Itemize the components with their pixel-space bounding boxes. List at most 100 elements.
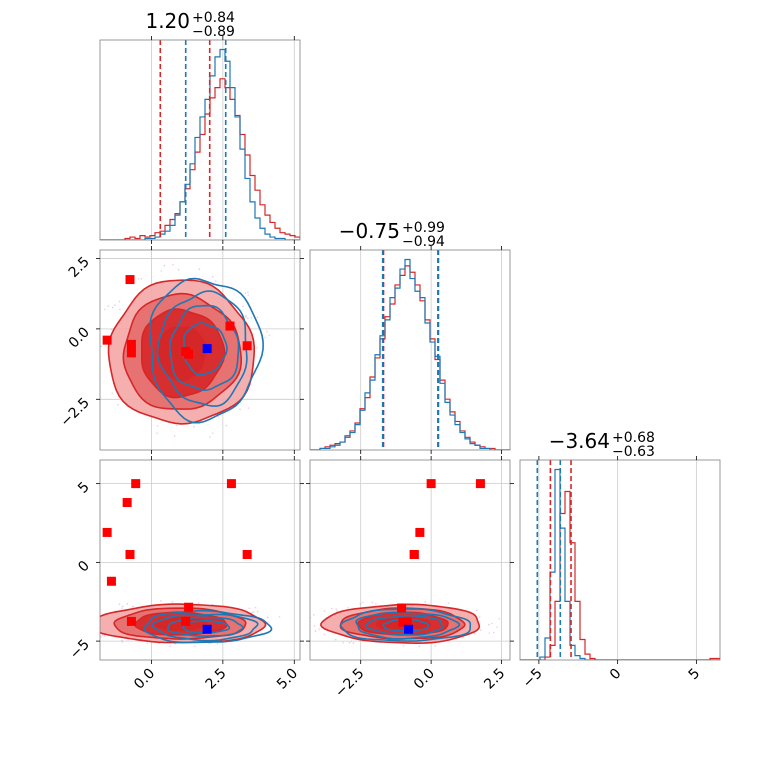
contours-p1_vs_p0 [92,263,271,438]
scatter-dot [267,616,269,619]
scatter-dot [334,638,337,641]
scatter-dot [194,645,196,648]
scatter-dot [256,610,259,613]
red-marker-7 [126,616,136,626]
panel-frame [99,249,301,451]
scatter-dot [268,334,271,337]
x-tick-label-p1-2: 2.5 [481,666,508,693]
scatter-dot [156,425,159,427]
red-marker-9 [181,616,191,626]
scatter-dot [101,634,104,637]
scatter-dot [214,280,217,282]
hist-panel-2: −3.64 +0.68−0.63 [519,429,721,664]
blue-contour-0 [382,618,430,632]
scatter-dot [216,642,219,645]
red-marker-2 [122,498,132,508]
scatter-dot [247,407,250,409]
scatter-dot [119,308,121,311]
scatter-dot [491,622,493,625]
scatter-dot [242,305,244,308]
scatter-dot [253,611,255,613]
scatter-dot [248,607,250,610]
y-tick-label-p1-2: 2.5 [66,254,93,281]
scatter-dot [104,308,106,311]
red-marker-7 [184,349,194,359]
panel-frame [309,249,511,451]
scatter-dot [247,291,249,294]
x-tick-label-p2-2: 5 [686,666,704,684]
x-tick-label-p2-0: −5 [520,666,546,692]
hist-step-blue [310,258,510,450]
scatter-dot [169,645,171,647]
hist-curves-2 [520,460,720,660]
scatter-dot [171,600,174,603]
blue-contour-2 [355,611,461,640]
scatter-dot [111,306,114,309]
blue-marker-0 [202,344,212,354]
scatter-dot [244,292,247,295]
scatter-dot [362,601,364,604]
red-marker-2 [126,339,136,349]
scatter-dot [239,408,241,411]
scatter-dot [330,607,333,610]
scatter-dot [121,605,124,608]
hist-step-red [100,78,300,240]
blue-contour-1 [169,304,240,392]
scatter-dot [118,300,121,303]
red-marker-1 [125,275,135,285]
scatter-dot [266,330,268,333]
panel-title-1: −0.75 +0.99−0.94 [339,219,445,250]
blue-marker-0 [404,624,414,634]
red-marker-7 [402,617,412,627]
scatter-dot [496,626,498,628]
scatter-dot [488,623,490,626]
hist-step-red [520,490,720,660]
scatter-dot [160,270,163,272]
scatter-dot [197,602,200,604]
scatter-dot [244,316,247,318]
y-tick-label-p2-1: 0 [75,558,93,576]
scatter-dot [93,622,95,624]
scatter-dot [100,345,103,348]
x-tick-label-p1-0: −2.5 [332,666,367,701]
scatter-dot [211,276,214,278]
scatter-dot [91,613,93,615]
hist-curves-1 [310,250,510,450]
title-minus: −0.94 [402,234,445,250]
scatter-dot [225,424,228,427]
scatter-dot [121,641,124,643]
scatter-dot [256,347,258,349]
scatter-dot [336,610,338,612]
red-marker-4 [409,549,419,559]
scatter-dot [92,349,94,351]
red-marker-4 [131,479,141,489]
scatter-dot [86,629,88,631]
scatter-dot [174,643,176,645]
scatter-dot [91,610,93,612]
scatter-dot [480,629,482,632]
scatter-dot [278,615,281,618]
red-marker-0 [102,527,112,537]
scatter-dot [313,625,316,627]
blue-contour-2 [151,613,259,642]
scatter-dot [138,278,140,280]
title-plus: +0.99 [402,220,445,236]
scatter-dot [335,608,338,610]
red-marker-0 [426,479,436,489]
x-tick-label-p0-0: 0.0 [131,666,158,693]
scatter-dot [160,600,162,602]
y-tick-label-p1-0: −2.5 [57,395,92,430]
scatter-dot [118,603,121,605]
scatter-dot [96,372,98,374]
markers-p2_vs_p1 [397,479,485,634]
scatter-dot [250,316,253,319]
scatter-dot [375,603,377,605]
title-plus: +0.68 [612,430,655,446]
title-median: −3.64 [549,429,610,453]
scatter-dot [264,336,267,339]
scatter-dot [434,645,437,647]
scatter-dot [198,268,201,270]
scatter-dot [163,264,166,267]
scatter-dot [146,642,148,645]
